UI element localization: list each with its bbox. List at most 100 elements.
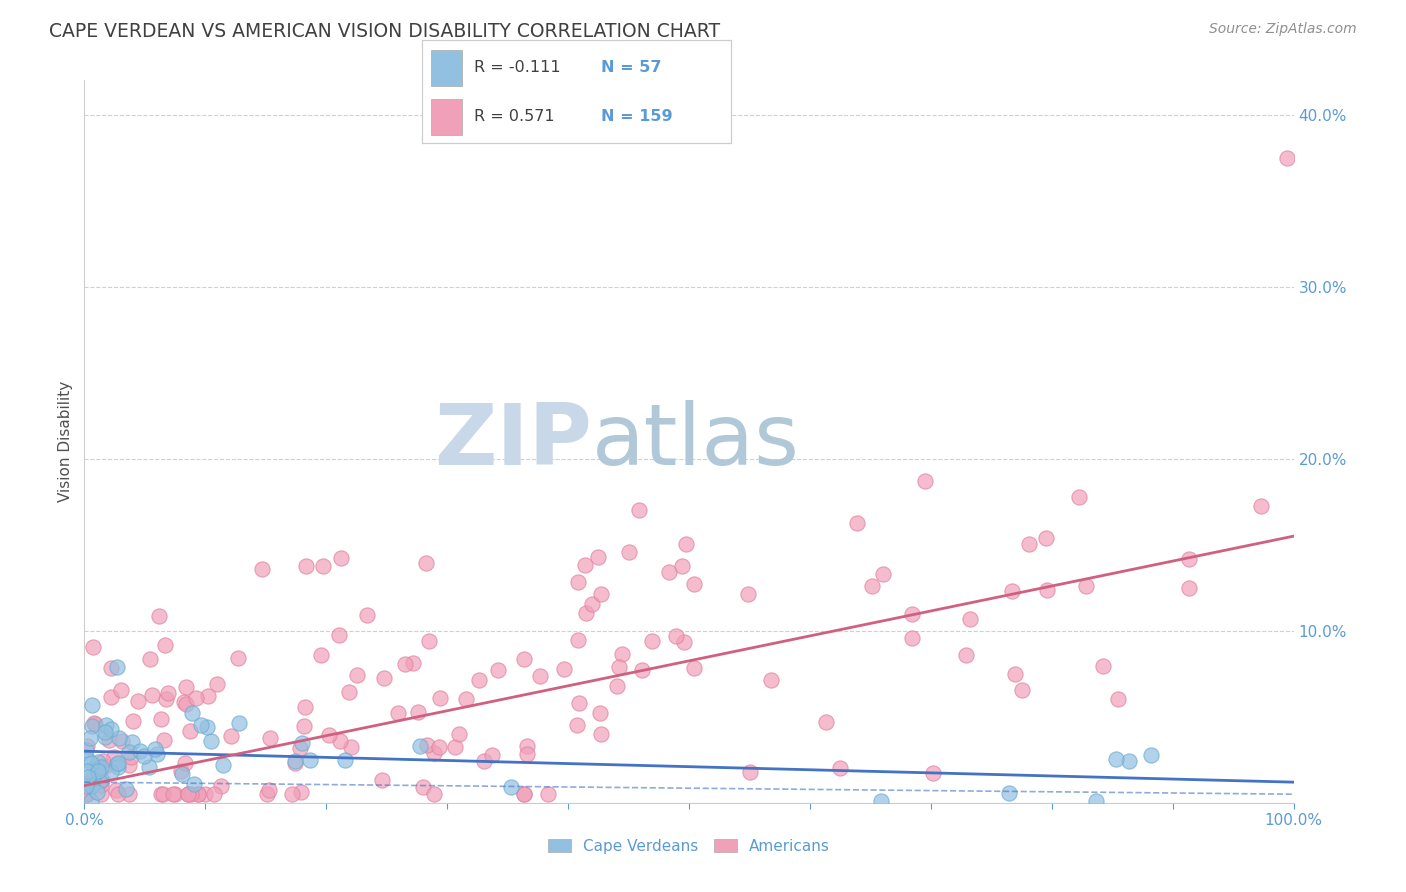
Point (177, 787, 200, 801)
Point (1004, 667, 1026, 681)
Point (259, 731, 281, 746)
Point (150, 712, 173, 726)
Point (409, 739, 432, 753)
Point (86, 785, 108, 799)
Point (180, 787, 202, 801)
Point (606, 679, 628, 693)
Point (80, 779, 103, 793)
Point (333, 754, 356, 768)
Point (76, 776, 98, 790)
Point (501, 780, 523, 794)
Point (200, 734, 222, 748)
Point (444, 739, 467, 754)
Point (173, 695, 195, 709)
Point (91, 772, 114, 787)
Point (100, 661, 122, 675)
Point (373, 672, 395, 686)
Point (682, 577, 704, 591)
Point (152, 787, 174, 801)
Point (589, 587, 612, 601)
Point (387, 706, 409, 720)
Point (512, 787, 534, 801)
Point (671, 558, 693, 573)
Point (183, 777, 205, 791)
Point (146, 747, 169, 762)
Point (627, 502, 650, 516)
Point (252, 562, 274, 576)
Point (176, 787, 198, 801)
Point (529, 669, 551, 683)
Point (174, 698, 197, 712)
Point (138, 760, 160, 774)
Point (91, 754, 114, 768)
Text: N = 57: N = 57 (602, 61, 662, 75)
Point (394, 657, 416, 671)
Point (226, 651, 249, 665)
Point (94, 730, 117, 744)
Text: Source: ZipAtlas.com: Source: ZipAtlas.com (1209, 22, 1357, 37)
Point (472, 754, 495, 768)
Point (423, 746, 446, 760)
Point (162, 787, 184, 801)
Point (759, 673, 782, 687)
Point (513, 787, 536, 801)
Point (194, 787, 217, 801)
Point (110, 682, 132, 697)
Point (1139, 748, 1161, 763)
Point (107, 759, 129, 773)
Point (90, 772, 112, 787)
Point (998, 786, 1021, 800)
Point (100, 690, 122, 705)
Point (329, 734, 352, 748)
Point (567, 633, 589, 648)
Point (82, 640, 104, 655)
Point (641, 634, 664, 648)
Point (197, 689, 219, 703)
Point (846, 516, 869, 530)
Point (294, 700, 316, 714)
Point (586, 549, 609, 564)
Point (118, 745, 141, 759)
Y-axis label: Vision Disability: Vision Disability (58, 381, 73, 502)
FancyBboxPatch shape (432, 50, 463, 87)
Point (1035, 532, 1057, 546)
Point (202, 787, 225, 801)
Point (658, 566, 681, 580)
Point (105, 660, 128, 674)
Point (682, 661, 704, 675)
Point (290, 785, 312, 799)
Point (90, 778, 112, 792)
Point (356, 607, 378, 622)
Point (190, 718, 212, 732)
Point (100, 722, 122, 736)
Point (257, 783, 280, 797)
Point (184, 690, 207, 705)
Point (607, 660, 630, 674)
Point (1178, 582, 1201, 596)
Point (418, 633, 440, 648)
Point (76, 787, 98, 801)
Point (329, 550, 352, 565)
Point (815, 714, 838, 729)
Point (672, 635, 695, 649)
Text: N = 159: N = 159 (602, 109, 673, 124)
Point (82, 698, 104, 712)
Text: R = 0.571: R = 0.571 (474, 109, 555, 124)
Point (155, 692, 177, 706)
Point (86, 762, 108, 776)
Point (612, 648, 634, 662)
Point (153, 732, 176, 747)
Point (148, 609, 170, 624)
Point (299, 753, 322, 767)
Point (90, 787, 112, 801)
Point (872, 567, 894, 582)
FancyBboxPatch shape (432, 99, 463, 135)
Point (209, 779, 232, 793)
Point (828, 761, 851, 775)
Point (581, 597, 603, 611)
Point (94, 759, 117, 773)
Point (481, 748, 503, 763)
Point (371, 773, 394, 788)
Point (83, 717, 105, 731)
Point (574, 558, 596, 572)
